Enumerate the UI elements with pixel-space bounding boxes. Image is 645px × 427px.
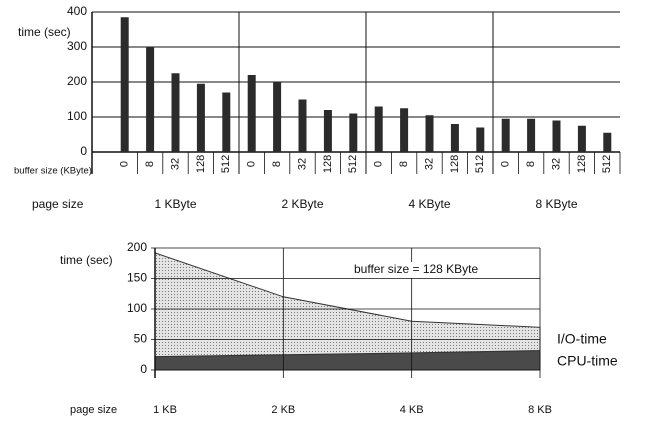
y-tick-label: 300 xyxy=(67,39,87,53)
series-label: I/O-time xyxy=(557,331,607,347)
bar xyxy=(527,118,536,152)
x-tick-label: 32 xyxy=(550,158,562,170)
y-tick-label: 400 xyxy=(67,4,87,18)
x-tick-label: 128 xyxy=(322,155,334,173)
x-tick-label: 32 xyxy=(169,158,181,170)
bar xyxy=(273,82,282,152)
x-tick-label: 1 KB xyxy=(153,404,177,416)
bar xyxy=(450,124,459,152)
group-label: 1 KByte xyxy=(154,197,196,211)
x-tick-label: 0 xyxy=(500,161,512,167)
x-tick-label: 0 xyxy=(246,161,258,167)
x-tick-label: 8 xyxy=(271,161,283,167)
y-tick-label: 0 xyxy=(80,144,87,158)
x-tick-label: 512 xyxy=(220,155,232,173)
y-axis-label: time (sec) xyxy=(18,25,71,39)
bar xyxy=(146,47,155,152)
y-tick-label: 150 xyxy=(127,271,147,285)
y-tick-label: 200 xyxy=(127,240,147,254)
x-tick-label: 8 KB xyxy=(528,404,552,416)
x-tick-label: 8 xyxy=(525,161,537,167)
x-axis-label: buffer size (KByte) xyxy=(14,166,92,177)
x-tick-label: 128 xyxy=(576,155,588,173)
bar xyxy=(501,118,510,152)
x-tick-label: 0 xyxy=(119,161,131,167)
bar xyxy=(298,99,307,152)
group-axis-label: page size xyxy=(32,197,84,211)
x-tick-label: 512 xyxy=(601,155,613,173)
x-tick-label: 32 xyxy=(296,158,308,170)
x-tick-label: 4 KB xyxy=(400,404,424,416)
y-tick-label: 50 xyxy=(134,332,148,346)
annotation: buffer size = 128 KByte xyxy=(354,262,479,276)
group-label: 2 KByte xyxy=(281,197,323,211)
x-axis-label: page size xyxy=(70,404,117,416)
bar xyxy=(552,120,561,152)
bar xyxy=(425,115,434,152)
y-axis-label: time (sec) xyxy=(60,253,113,267)
x-tick-label: 32 xyxy=(423,158,435,170)
x-tick-label: 0 xyxy=(373,161,385,167)
series-label: CPU-time xyxy=(557,353,618,369)
x-tick-label: 128 xyxy=(449,155,461,173)
x-tick-label: 512 xyxy=(474,155,486,173)
bar xyxy=(196,83,205,152)
bar xyxy=(247,75,256,152)
y-tick-label: 0 xyxy=(140,362,147,376)
bar xyxy=(323,110,332,152)
bar xyxy=(349,113,358,152)
bar xyxy=(120,17,129,152)
x-tick-label: 8 xyxy=(398,161,410,167)
x-tick-label: 512 xyxy=(347,155,359,173)
y-tick-label: 100 xyxy=(127,301,147,315)
bar xyxy=(222,92,231,152)
bar xyxy=(476,127,485,152)
bar xyxy=(400,108,409,152)
bar xyxy=(577,125,586,152)
bar xyxy=(171,73,180,152)
bar xyxy=(603,132,612,152)
x-tick-label: 8 xyxy=(144,161,156,167)
annotation-bg xyxy=(352,262,538,278)
x-tick-label: 128 xyxy=(195,155,207,173)
y-tick-label: 200 xyxy=(67,74,87,88)
group-label: 8 KByte xyxy=(535,197,577,211)
x-tick-label: 2 KB xyxy=(271,404,295,416)
y-tick-label: 100 xyxy=(67,109,87,123)
bar xyxy=(374,106,383,152)
group-label: 4 KByte xyxy=(408,197,450,211)
